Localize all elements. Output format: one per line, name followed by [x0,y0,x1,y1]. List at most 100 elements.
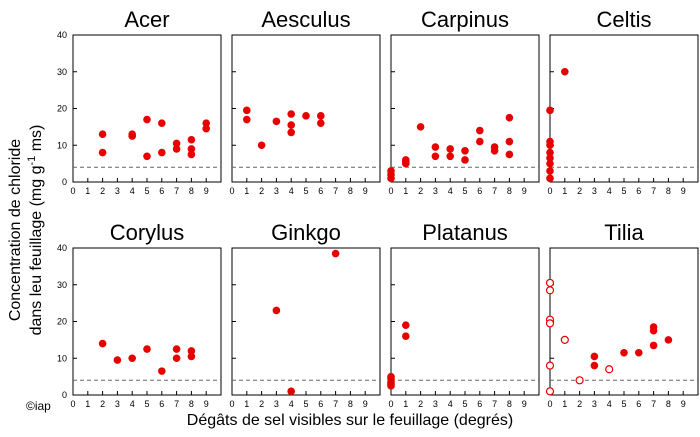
data-point [546,148,554,157]
x-tick-label: 4 [289,186,294,196]
x-tick-label: 1 [403,399,408,409]
x-tick-label: 5 [462,399,467,409]
data-point [546,106,554,115]
x-tick-label: 7 [492,186,497,196]
x-tick-label: 2 [418,186,423,196]
x-tick-label: 8 [666,186,671,196]
x-tick-label: 5 [621,399,626,409]
data-point [476,126,484,135]
data-point [187,135,196,144]
y-tick-label: 40 [57,243,67,253]
y-axis-label-superscript: -1 [26,156,38,166]
x-tick-label: 0 [229,186,234,196]
data-point [317,119,325,127]
x-tick-label: 7 [174,399,179,409]
data-point [143,152,151,161]
x-tick-label: 6 [318,186,323,196]
x-tick-label: 8 [189,186,194,196]
data-point [546,174,554,183]
y-tick-label: 30 [57,280,67,290]
x-tick-label: 4 [130,186,135,196]
panel-ginkgo: Ginkgo 0 1 2 3 4 5 6 7 8 9 [229,220,381,409]
panel-title: Tilia [604,220,644,245]
data-point [158,367,166,375]
x-tick-label: 2 [100,399,105,409]
panel-title: Platanus [422,220,508,245]
data-point-open [545,361,555,370]
data-point [416,123,425,131]
data-point [272,306,281,315]
panel-frame [549,247,699,396]
data-point [402,159,410,168]
data-point [113,356,122,364]
data-point [302,112,310,120]
data-point [202,124,210,133]
data-point [287,387,296,396]
data-point [431,143,440,151]
x-tick-label: 9 [363,186,368,196]
x-tick-label: 9 [522,399,527,409]
x-tick-label: 1 [85,399,90,409]
data-point [431,152,440,161]
x-tick-label: 8 [507,186,512,196]
data-point [505,150,514,159]
data-point [287,128,296,137]
data-point-open [605,365,614,374]
panel-frame [231,34,381,183]
x-tick-label: 3 [592,186,597,196]
x-tick-label: 0 [229,399,234,409]
panel-title: Acer [124,7,169,32]
x-tick-label: 6 [477,399,482,409]
panel-platanus: Platanus 0 1 2 3 4 5 6 7 8 9 [387,220,540,409]
data-point [158,119,166,127]
data-point [287,110,296,118]
data-point [187,145,196,153]
data-point [317,112,325,120]
data-point [461,146,469,155]
y-tick-label: 20 [57,317,67,327]
x-tick-label: 1 [244,186,249,196]
y-tick-label: 20 [57,104,67,114]
data-point [187,150,196,159]
x-tick-label: 0 [70,186,75,196]
data-point [243,106,251,115]
y-axis-label-line2-main: dans leu feuillage (mg g [28,166,45,336]
data-point [98,130,107,139]
x-tick-label: 6 [159,399,164,409]
x-axis-label: Dégâts de sel visibles sur le feuillage … [186,412,514,429]
data-point [490,146,499,155]
data-point [664,336,673,344]
x-tick-label: 8 [348,186,353,196]
x-tick-label: 9 [681,399,686,409]
x-tick-label: 0 [547,399,552,409]
x-tick-label: 7 [333,186,338,196]
y-tick-label: 10 [57,140,67,150]
panel-title: Corylus [110,220,185,245]
data-point [187,352,196,361]
x-tick-label: 3 [592,399,597,409]
panel-frame [549,34,699,183]
data-point-open [545,286,555,295]
x-tick-label: 6 [636,399,641,409]
data-point [243,115,251,124]
x-tick-label: 5 [144,186,149,196]
data-point [387,174,395,183]
data-point [546,159,554,168]
panel-frame [72,247,222,396]
x-tick-label: 4 [448,399,453,409]
data-point [387,382,395,390]
panel-title: Carpinus [421,7,509,32]
data-point [331,249,340,258]
data-point [287,121,296,129]
x-tick-label: 3 [433,399,438,409]
x-tick-label: 6 [159,186,164,196]
panel-frame [390,247,540,396]
x-tick-label: 5 [303,399,308,409]
data-point [446,145,455,153]
x-tick-label: 1 [562,186,567,196]
data-point [402,332,410,341]
x-tick-label: 9 [681,186,686,196]
x-tick-label: 5 [462,186,467,196]
data-point [98,148,107,157]
data-point [98,339,107,348]
